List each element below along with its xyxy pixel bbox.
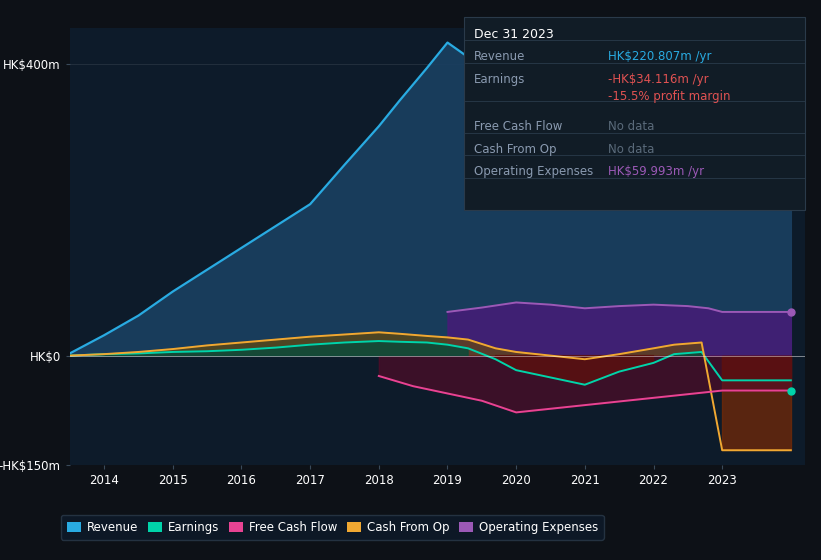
Text: Revenue: Revenue [474, 50, 525, 63]
Text: No data: No data [608, 120, 654, 133]
Text: -15.5% profit margin: -15.5% profit margin [608, 90, 730, 102]
Legend: Revenue, Earnings, Free Cash Flow, Cash From Op, Operating Expenses: Revenue, Earnings, Free Cash Flow, Cash … [61, 515, 603, 540]
Text: Cash From Op: Cash From Op [474, 143, 556, 156]
Text: HK$220.807m /yr: HK$220.807m /yr [608, 50, 711, 63]
Text: -HK$34.116m /yr: -HK$34.116m /yr [608, 73, 709, 86]
Text: Free Cash Flow: Free Cash Flow [474, 120, 562, 133]
Text: Operating Expenses: Operating Expenses [474, 165, 593, 178]
Text: No data: No data [608, 143, 654, 156]
Text: Dec 31 2023: Dec 31 2023 [474, 28, 553, 41]
Text: HK$59.993m /yr: HK$59.993m /yr [608, 165, 704, 178]
Text: Earnings: Earnings [474, 73, 525, 86]
